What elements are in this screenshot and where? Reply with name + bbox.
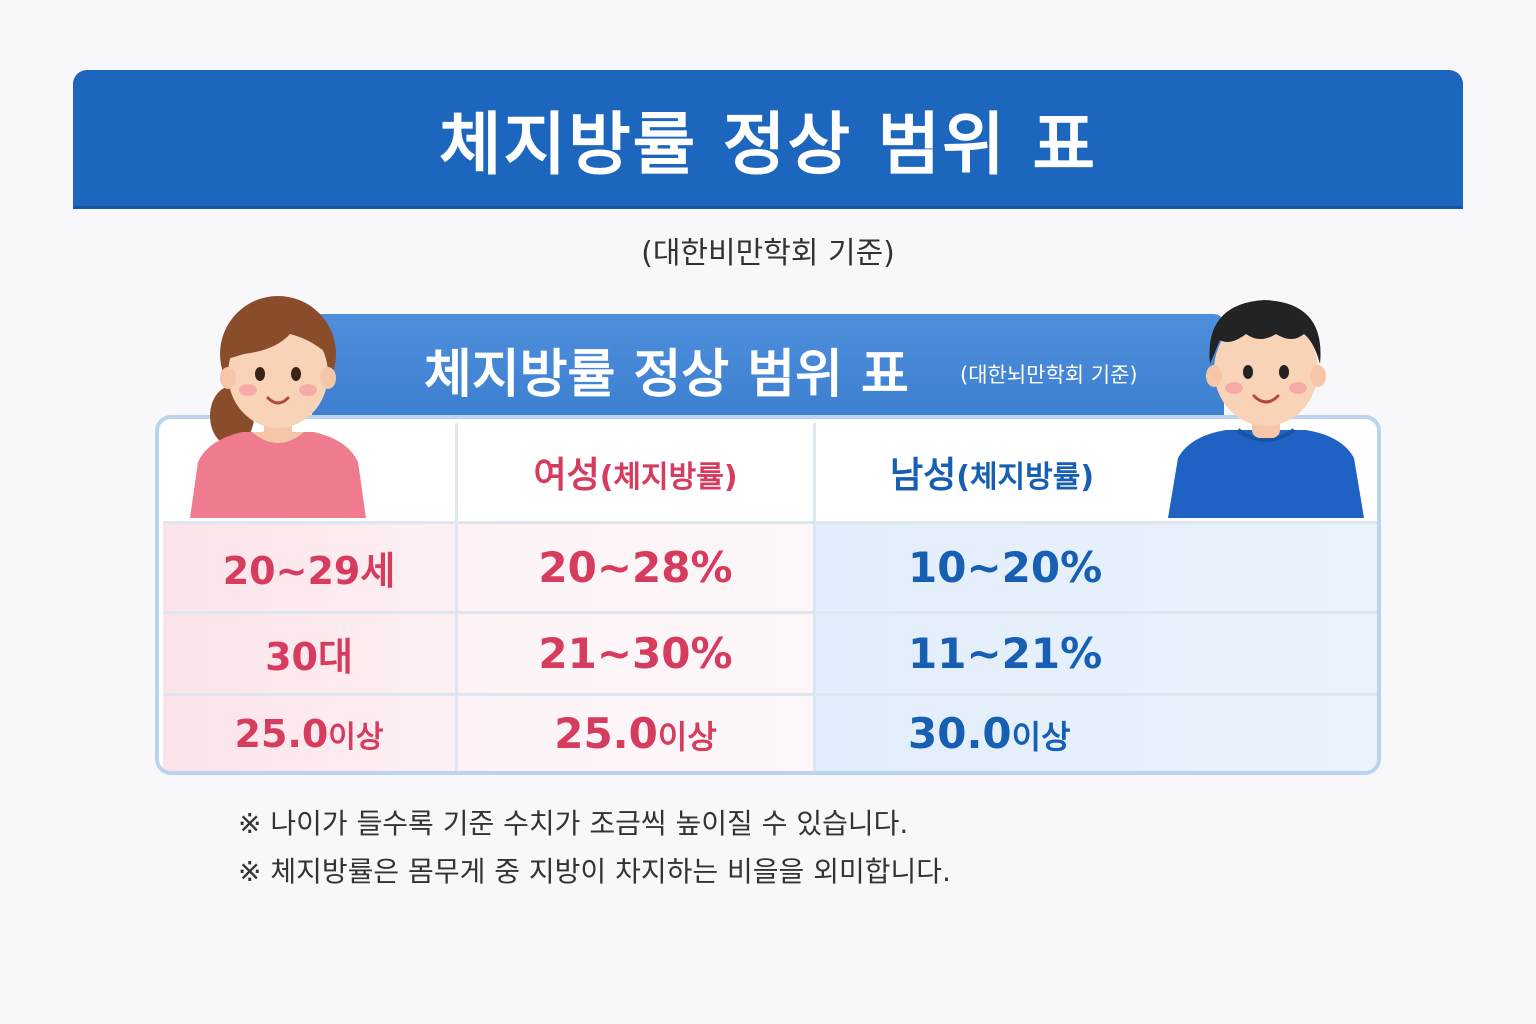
card-note: (대한뇌만학회 기준) xyxy=(960,363,1138,387)
male-value: 30.0 xyxy=(908,709,1012,758)
male-avatar-icon xyxy=(1168,300,1364,518)
table-row-female-3: 25.0이상 xyxy=(455,693,813,771)
male-value: 11~21% xyxy=(908,629,1103,678)
card-header: 체지방률 정상 범위 표 (대한뇌만학회 기준) xyxy=(312,314,1224,418)
page-title: 체지방률 정상 범위 표 xyxy=(438,105,1098,185)
footnote-2: ※ 체지방률은 몸무게 중 지방이 차지하는 비을을 외미합니다. xyxy=(238,855,951,888)
title-banner: 체지방률 정상 범위 표 xyxy=(73,70,1463,206)
female-value: 20~28% xyxy=(538,543,733,592)
male-range: 30.0이상 xyxy=(908,709,1071,758)
male-range: 10~20% xyxy=(908,543,1102,592)
footnotes: ※ 나이가 들수록 기준 수치가 조금씩 높이질 수 있습니다. ※ 체지방률은… xyxy=(238,800,951,896)
age-value: 20~29세 xyxy=(222,549,396,593)
age-suffix: 이상 xyxy=(328,719,384,755)
table-row-male-3: 30.0이상 xyxy=(813,693,1377,771)
female-header: 여성(체지방률) xyxy=(533,446,737,498)
card-title: 체지방률 정상 범위 표 xyxy=(424,345,909,405)
male-header: 남성(체지방률) xyxy=(890,446,1094,498)
subtitle: (대한비만학회 기준) xyxy=(641,236,895,271)
male-header-sub: (체지방률) xyxy=(956,460,1095,495)
female-header-sub: (체지방률) xyxy=(599,460,738,495)
female-suffix: 이상 xyxy=(657,718,717,756)
age-value: 30대 xyxy=(265,635,353,679)
female-value: 25.0 xyxy=(554,709,658,758)
male-range: 11~21% xyxy=(908,629,1102,678)
male-header-label: 남성 xyxy=(890,455,957,496)
table-row-male-1: 10~20% xyxy=(813,521,1377,611)
table-row-age-3: 25.0이상 xyxy=(163,693,455,771)
female-avatar-icon xyxy=(190,296,366,518)
age-label: 25.0이상 xyxy=(235,712,384,756)
table-row-age-2: 30대 xyxy=(163,611,455,693)
female-range: 21~30% xyxy=(538,629,732,678)
footnote-1: ※ 나이가 들수록 기준 수치가 조금씩 높이질 수 있습니다. xyxy=(238,807,909,840)
male-suffix: 이상 xyxy=(1011,718,1071,756)
female-range: 25.0이상 xyxy=(554,709,717,758)
header-female-cell: 여성(체지방률) xyxy=(455,423,813,521)
table-row-female-1: 20~28% xyxy=(455,521,813,611)
table-row-female-2: 21~30% xyxy=(455,611,813,693)
age-label: 20~29세 xyxy=(223,540,396,595)
table-row-male-2: 11~21% xyxy=(813,611,1377,693)
age-value: 25.0 xyxy=(234,711,329,756)
female-range: 20~28% xyxy=(538,543,732,592)
female-header-label: 여성 xyxy=(533,455,600,496)
male-value: 10~20% xyxy=(908,543,1103,592)
table-row-age-1: 20~29세 xyxy=(163,521,455,611)
female-value: 21~30% xyxy=(538,629,733,678)
age-label: 30대 xyxy=(265,626,353,681)
